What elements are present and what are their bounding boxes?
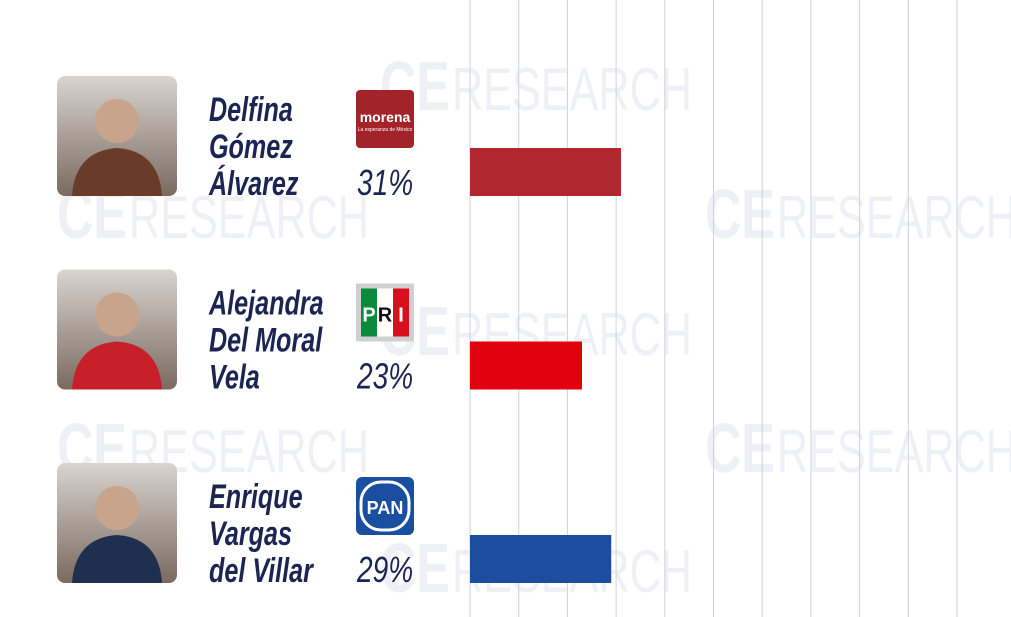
bar [470, 341, 583, 390]
watermark-bold: CE [705, 175, 775, 253]
candidate-name: del Villar [209, 552, 314, 590]
candidate-name: Vargas [209, 515, 292, 553]
value-label: 23% [356, 356, 413, 396]
watermark-rest: RESEARCH [129, 185, 369, 252]
logo-stripe [361, 288, 377, 337]
value-label: 29% [356, 550, 413, 590]
logo-ring [359, 480, 411, 532]
name-line: Del Moral [209, 322, 323, 360]
logo-letter: P [362, 305, 375, 327]
name-line: Enrique [209, 478, 303, 516]
photo-body [72, 148, 162, 196]
candidate-name: Del Moral [209, 322, 323, 360]
candidate-name: Vela [209, 359, 260, 397]
candidate-name: Delfina [209, 91, 293, 129]
value-label-wrap: 31% [357, 163, 413, 203]
name-line: Alejandra [208, 285, 323, 323]
name-line: Vela [209, 359, 260, 397]
logo-text: PAN [367, 498, 404, 518]
name-line: Gómez [209, 128, 293, 166]
watermark-rest: RESEARCH [777, 419, 1011, 486]
watermark-rest: RESEARCH [452, 57, 692, 124]
name-line: Álvarez [208, 164, 298, 203]
photo-face [95, 99, 139, 143]
logo-subtitle: La esperanza de México [358, 127, 413, 133]
photo-body [72, 535, 162, 583]
name-line: del Villar [209, 552, 314, 590]
value-label-wrap: 29% [356, 550, 413, 590]
candidate-name: Alejandra [208, 285, 323, 323]
photo-face [95, 486, 139, 530]
photo-body [72, 341, 162, 390]
bar [470, 535, 612, 583]
party-logo [356, 477, 414, 535]
watermark-bold: CE [380, 529, 450, 607]
candidate-name: Enrique [209, 478, 303, 516]
watermark-bold: CE [705, 409, 775, 487]
watermark-rest: RESEARCH [777, 185, 1011, 252]
logo-text: morena [360, 109, 411, 125]
logo-stripe [393, 288, 409, 337]
logo-letter: I [398, 305, 404, 327]
value-label-wrap: 23% [356, 356, 413, 396]
name-line: Delfina [209, 91, 293, 129]
value-label: 31% [357, 163, 413, 203]
logo-letter: R [378, 305, 393, 327]
bar [470, 148, 621, 196]
candidate-name: Gómez [209, 128, 293, 166]
photo-face [95, 292, 139, 337]
logo-stripe [377, 288, 393, 337]
candidate-name: Álvarez [208, 164, 298, 203]
party-logo [356, 90, 414, 148]
name-line: Vargas [209, 515, 292, 553]
